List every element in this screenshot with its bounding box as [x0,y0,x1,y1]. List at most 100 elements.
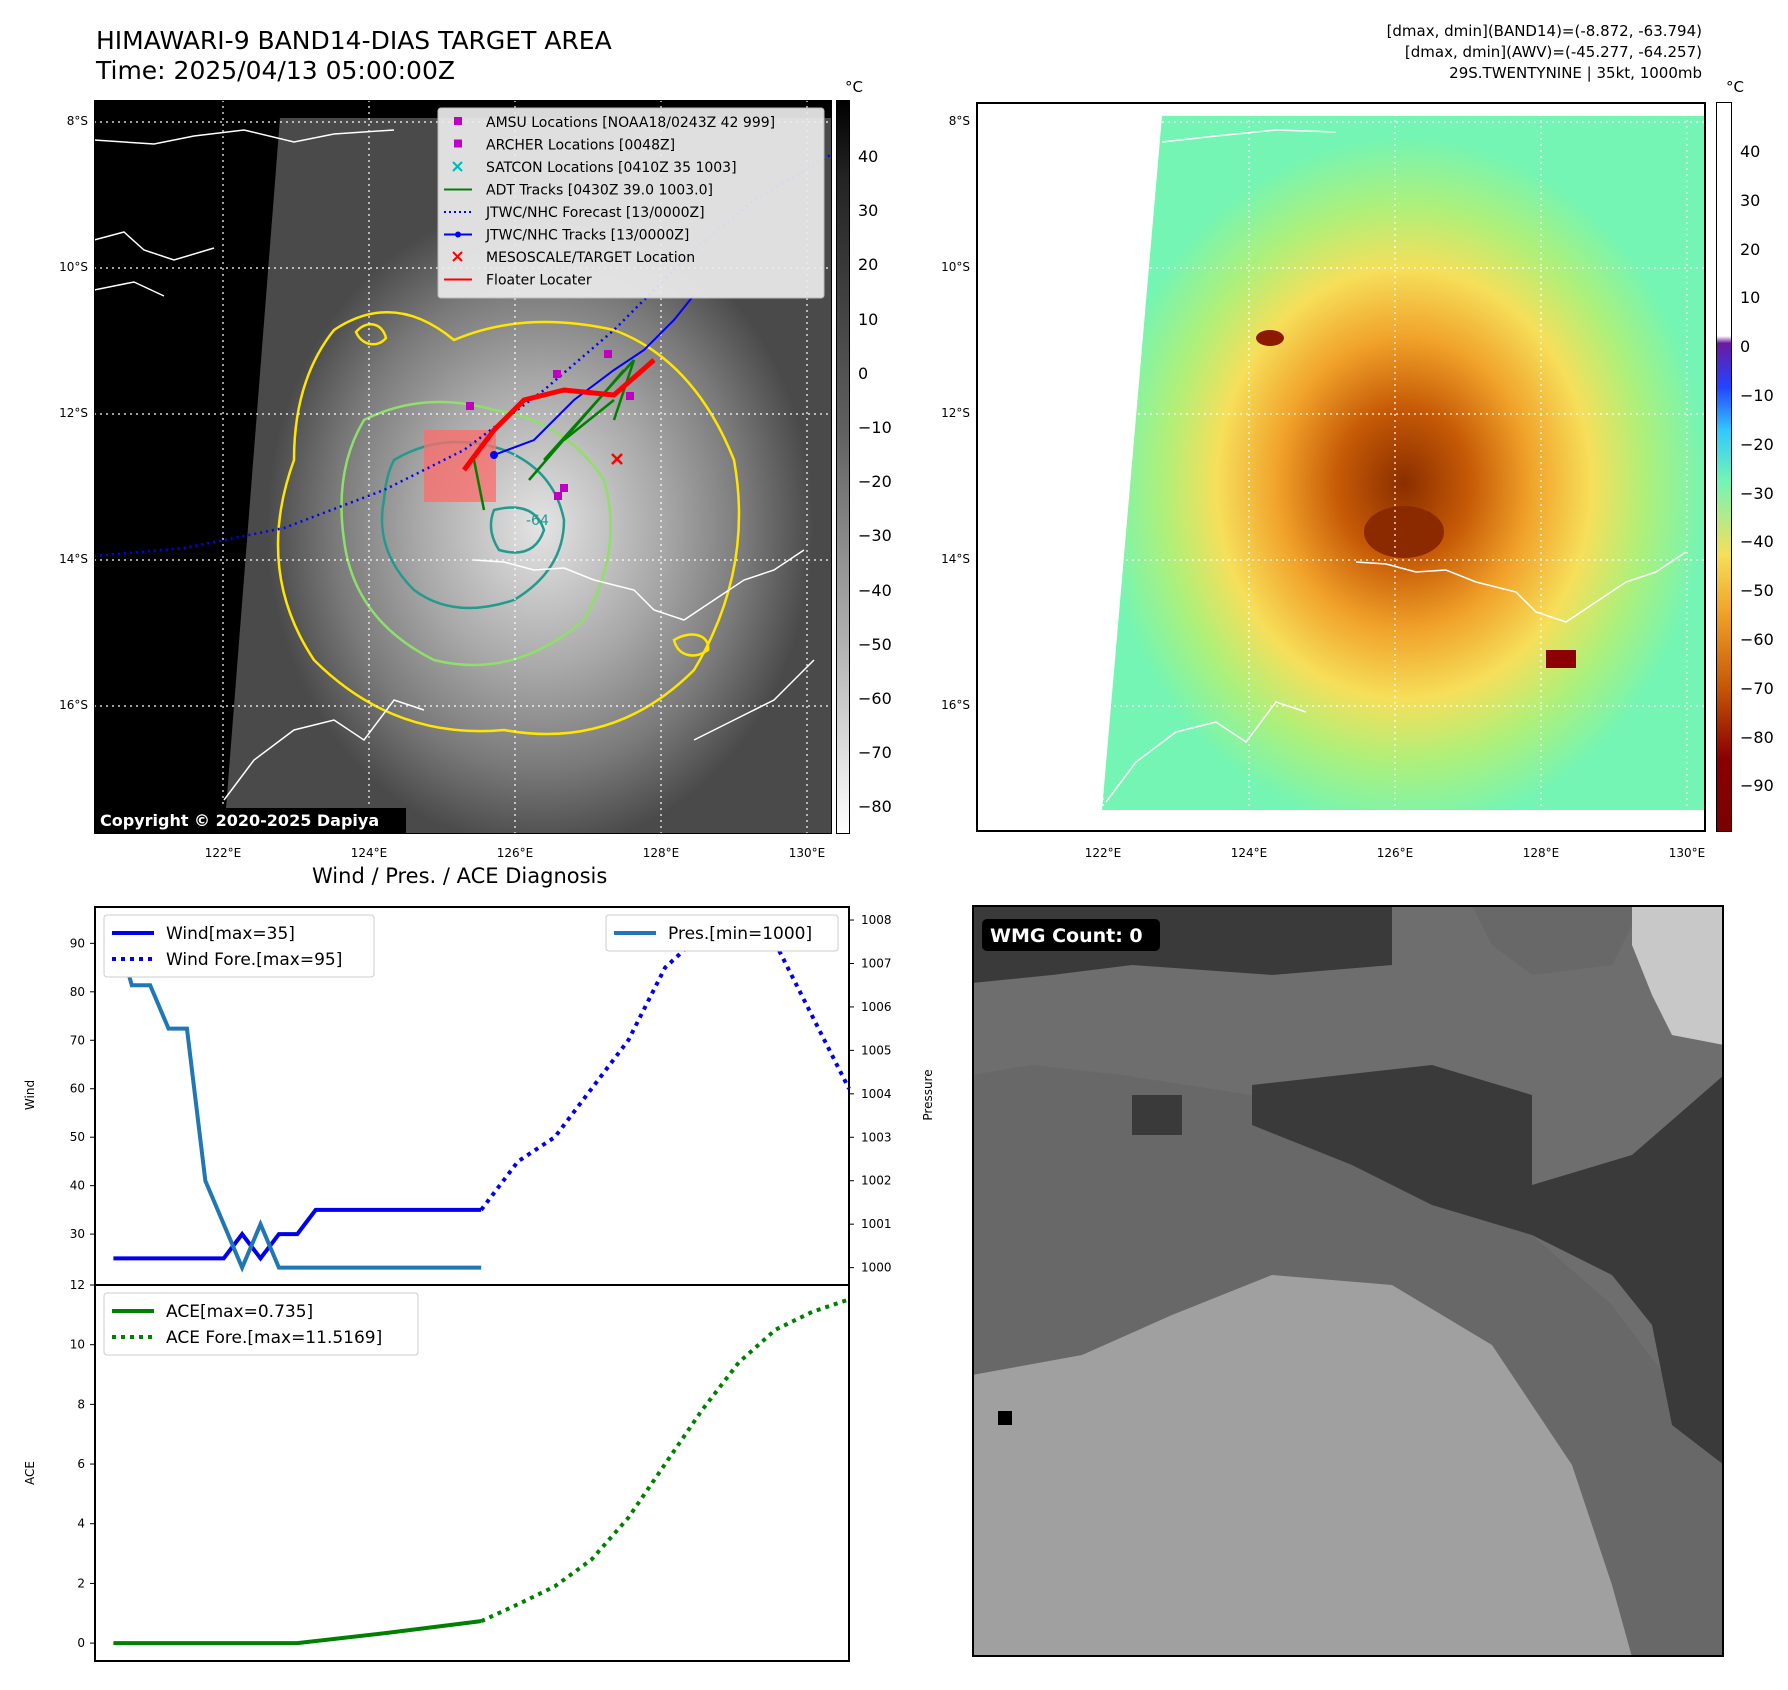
legend-marker-0 [454,117,462,125]
lat-label: 16°S [941,698,970,712]
pres-ytick-label: 1001 [861,1217,892,1231]
awv-colorbar-tick: 40 [1740,142,1761,161]
awv-cold-spot-2 [1546,650,1576,668]
legend-label-1: ARCHER Locations [0048Z] [486,138,675,154]
lon-label: 124°E [1230,846,1268,860]
wind-ytick-label: 50 [70,1130,85,1144]
lon-label: 128°E [1522,846,1560,860]
map-colorbar [836,100,850,834]
awv-coastlines [1105,129,1687,803]
map-colorbar-tick: −40 [858,580,892,600]
lat-label: 10°S [59,260,88,274]
diagnosis-chart: 3040506070809010001001100210031004100510… [23,906,935,1662]
coastlines [94,129,815,801]
map-grid [94,100,832,834]
mesoscale-target-marker [611,453,623,465]
map-legend [437,107,825,299]
lon-label: 122°E [204,846,242,860]
awv-image [1102,116,1706,810]
legend-box [103,914,375,978]
lat-label: 10°S [941,260,970,274]
map-colorbar-tick: 30 [858,201,879,221]
wmg-frame [972,905,1724,1657]
band14-map: -64 AMSU Locations [NOAA18/0243Z 42 999]… [94,100,832,834]
awv-frame [976,102,1706,832]
ace-ytick-label: 0 [77,1636,85,1650]
map-colorbar-tick: −50 [858,634,892,654]
map-colorbar-tick: 20 [858,255,879,275]
legend-box [605,914,839,952]
jtwc-track-line [493,294,695,456]
lon-label: 130°E [788,846,826,860]
chart-title: HIMAWARI-9 BAND14-DIAS TARGET AREA [96,26,612,55]
pres-ytick-label: 1007 [861,956,892,970]
legend-label-3: ADT Tracks [0430Z 39.0 1003.0] [486,183,713,199]
legend-label-7: Floater Locater [486,273,592,289]
map-colorbar-tick: 10 [858,309,879,329]
legend-marker-6 [452,251,463,262]
wind-ytick-label: 30 [70,1227,85,1241]
info-line-2: [dmax, dmin](AWV)=(-45.277, -64.257) [1404,43,1702,61]
wind-ytick-label: 80 [70,985,85,999]
lon-label: 126°E [1376,846,1414,860]
awv-colorbar-tick: −60 [1740,630,1774,649]
diagnosis-title: Wind / Pres. / ACE Diagnosis [312,864,608,888]
amsu-archer-markers [466,350,634,500]
pres-ytick-label: 1003 [861,1130,892,1144]
legend-box [103,1292,419,1356]
series-line-pres- [111,919,482,1273]
lat-label: 16°S [59,698,88,712]
ace-ytick-label: 6 [77,1457,85,1471]
wind-ytick-label: 70 [70,1033,85,1047]
lat-label: 14°S [941,552,970,566]
ace-series-1 [480,1297,850,1623]
wind-ytick-label: 60 [70,1082,85,1096]
ace-ytick-label: 4 [77,1517,85,1531]
awv-map [976,102,1706,832]
pres-ytick-label: 1006 [861,1000,892,1014]
map-colorbar-tick: 0 [858,363,869,383]
series-line-wind [113,1207,482,1262]
legend-marker-5 [444,231,472,238]
map-colorbar-tick: 40 [858,147,879,166]
awv-colorbar-tick: 30 [1740,190,1761,210]
wmg-region-light [1632,905,1724,1045]
lat-label: 14°S [59,552,88,566]
awv-colorbar [1716,102,1732,832]
legend-label: ACE[max=0.735] [166,1302,313,1322]
copyright-box [94,808,406,834]
lat-label: 8°S [66,114,88,128]
awv-colorbar-tick: −80 [1740,727,1774,747]
awv-colorbar-unit: °C [1726,78,1744,96]
awv-grid [976,102,1706,832]
awv-colorbar-tick: −40 [1740,532,1774,552]
lon-label: 126°E [496,846,534,860]
lat-label: 12°S [59,406,88,420]
wmg-count-label: WMG Count: 0 [990,925,1143,947]
pres-ytick-label: 1005 [861,1043,892,1057]
wmg-dark-pixel [998,1411,1012,1425]
contour-label: -64 [526,513,549,529]
legend-label-5: JTWC/NHC Tracks [13/0000Z] [485,228,689,244]
info-line-1: [dmax, dmin](BAND14)=(-8.872, -63.794) [1386,22,1702,40]
legend-label-4: JTWC/NHC Forecast [13/0000Z] [485,205,705,221]
awv-colorbar-tick: −10 [1740,386,1774,405]
lon-label: 130°E [1668,846,1706,860]
legend-label: Wind[max=35] [166,924,295,944]
contour-teal [380,440,566,610]
ace-ytick-label: 12 [70,1278,85,1292]
pres-ytick-label: 1004 [861,1087,892,1101]
map-colorbar-tick: −70 [858,743,892,763]
jtwc-track-point [490,451,498,459]
awv-colorbar-tick: 0 [1740,337,1751,357]
wind-ytick-label: 90 [70,936,85,950]
lat-label: 12°S [941,406,970,420]
legend-label: Wind Fore.[max=95] [166,950,342,970]
awv-colorbar-tick: 20 [1740,239,1761,259]
map-colorbar-tick: −80 [858,797,892,817]
awv-colorbar-tick: 10 [1740,288,1761,308]
map-colorbar-tick: −30 [858,526,892,546]
info-line-3: 29S.TWENTYNINE | 35kt, 1000mb [1449,64,1702,82]
legend-label-0: AMSU Locations [NOAA18/0243Z 42 999] [486,115,775,131]
ace-series-0 [113,1619,482,1646]
